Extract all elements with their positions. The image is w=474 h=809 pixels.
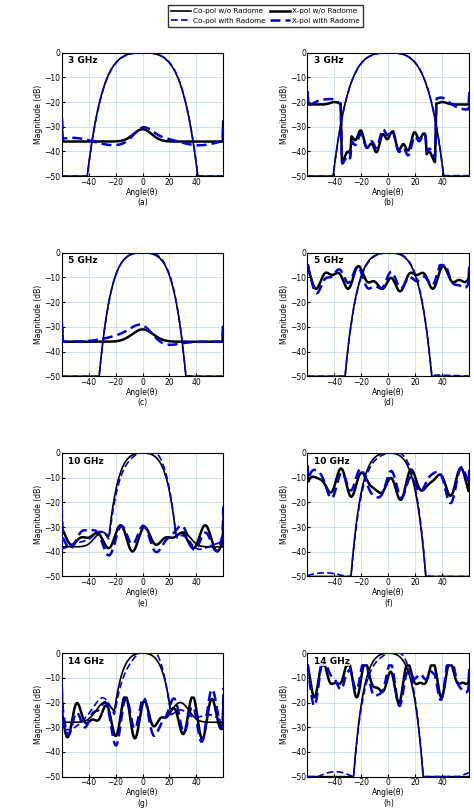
X-axis label: Angle(θ)
(a): Angle(θ) (a) (126, 188, 159, 207)
X-axis label: Angle(θ)
(f): Angle(θ) (f) (372, 588, 405, 608)
X-axis label: Angle(θ)
(c): Angle(θ) (c) (126, 388, 159, 408)
X-axis label: Angle(θ)
(g): Angle(θ) (g) (126, 789, 159, 808)
Text: 5 GHz: 5 GHz (68, 256, 98, 265)
Text: 10 GHz: 10 GHz (314, 456, 350, 466)
Text: 14 GHz: 14 GHz (68, 657, 104, 666)
Text: 3 GHz: 3 GHz (68, 57, 98, 66)
Y-axis label: Magnitude (dB): Magnitude (dB) (280, 485, 289, 544)
Y-axis label: Magnitude (dB): Magnitude (dB) (280, 85, 289, 144)
Y-axis label: Magnitude (dB): Magnitude (dB) (34, 485, 43, 544)
Text: 3 GHz: 3 GHz (314, 57, 344, 66)
Y-axis label: Magnitude (dB): Magnitude (dB) (34, 85, 43, 144)
Y-axis label: Magnitude (dB): Magnitude (dB) (280, 285, 289, 344)
X-axis label: Angle(θ)
(b): Angle(θ) (b) (372, 188, 405, 207)
Y-axis label: Magnitude (dB): Magnitude (dB) (280, 685, 289, 744)
Legend: Co-pol w/o Radome, Co-pol with Radome, X-pol w/o Radome, X-pol with Radome: Co-pol w/o Radome, Co-pol with Radome, X… (168, 5, 363, 27)
Text: 5 GHz: 5 GHz (314, 256, 344, 265)
Y-axis label: Magnitude (dB): Magnitude (dB) (34, 685, 43, 744)
X-axis label: Angle(θ)
(h): Angle(θ) (h) (372, 789, 405, 808)
X-axis label: Angle(θ)
(d): Angle(θ) (d) (372, 388, 405, 408)
Text: 14 GHz: 14 GHz (314, 657, 350, 666)
X-axis label: Angle(θ)
(e): Angle(θ) (e) (126, 588, 159, 608)
Y-axis label: Magnitude (dB): Magnitude (dB) (34, 285, 43, 344)
Text: 10 GHz: 10 GHz (68, 456, 104, 466)
